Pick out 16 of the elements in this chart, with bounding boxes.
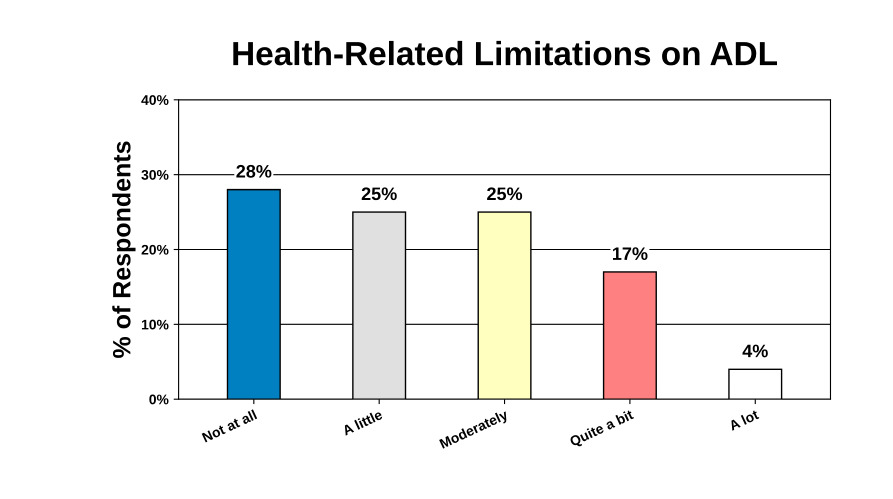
data-label: 17% <box>612 247 648 260</box>
data-label: 25% <box>487 187 522 200</box>
x-tick-label: A lot <box>728 408 760 431</box>
y-axis-title: % of Respondents <box>112 141 136 358</box>
data-label: 28% <box>236 164 272 178</box>
y-tick-label: 30% <box>141 170 169 180</box>
y-tick-label: 40% <box>141 95 169 105</box>
data-label: 25% <box>362 187 397 200</box>
y-tick-label: 20% <box>142 244 169 255</box>
x-tick-label: Not at all <box>202 409 258 443</box>
y-tick-label: 10% <box>142 320 169 330</box>
data-label: 4% <box>742 344 768 358</box>
y-tick-label: 0% <box>149 394 169 404</box>
x-tick-label: Quite a bit <box>568 408 636 449</box>
chart-title: Health-Related Limitations on ADL <box>233 40 778 66</box>
x-tick-label: A little <box>342 409 384 436</box>
